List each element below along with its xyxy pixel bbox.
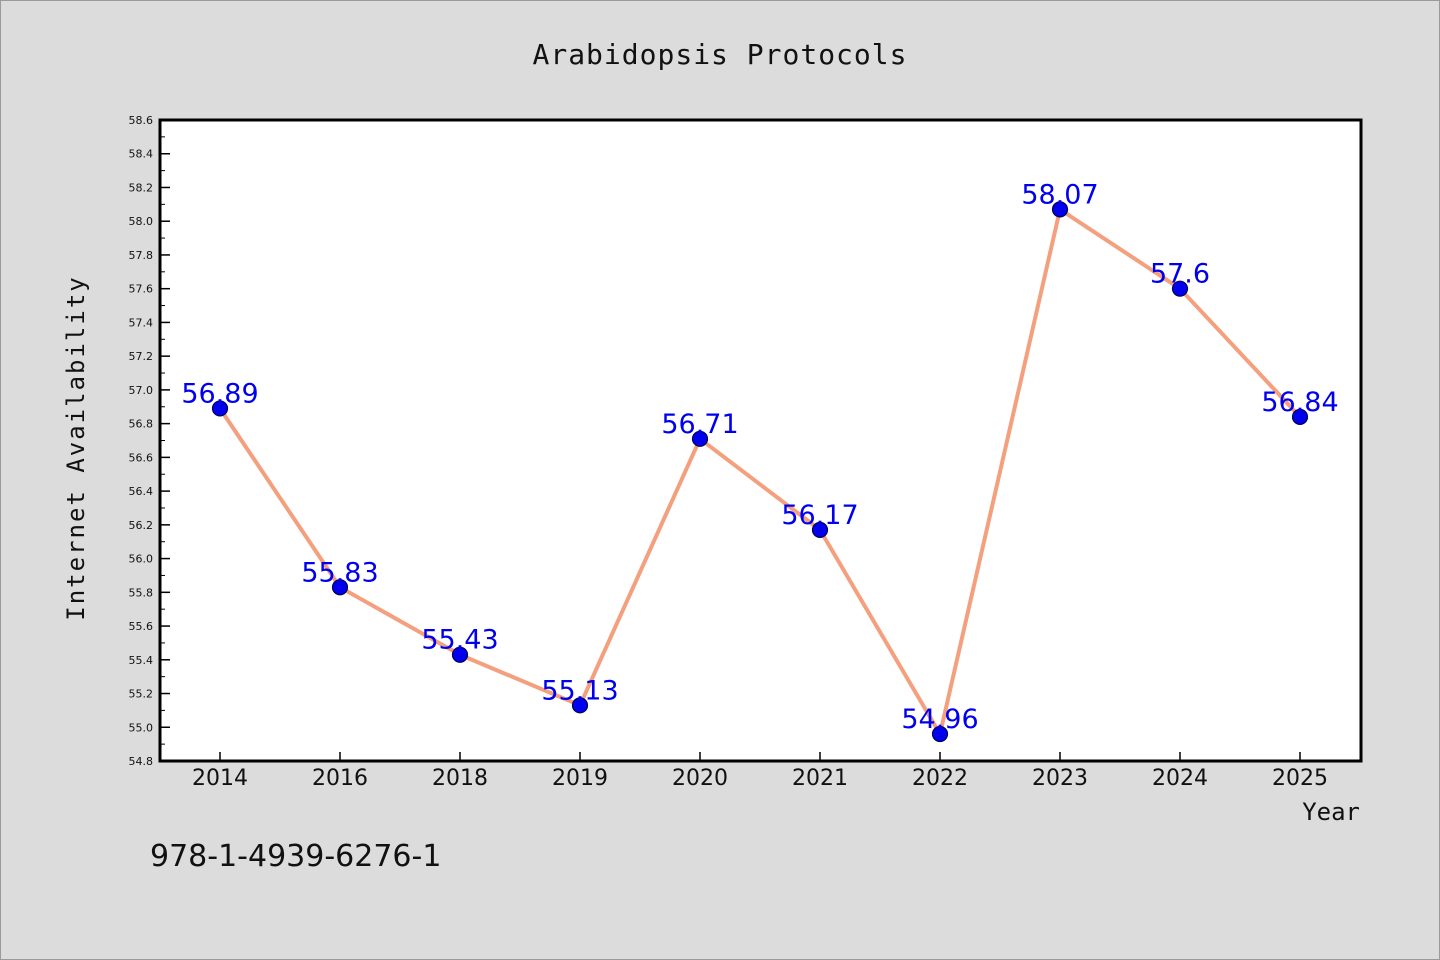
x-tick-label: 2020: [672, 766, 728, 791]
data-point: [211, 400, 229, 417]
data-label: 54.96: [901, 704, 978, 735]
plot-border: [158, 118, 1363, 763]
data-label: 56.89: [181, 378, 258, 409]
data-point: [331, 579, 349, 596]
y-tick-label: 56.8: [129, 418, 154, 431]
data-label: 56.17: [781, 500, 858, 531]
data-point: [1291, 408, 1309, 425]
x-tick-label: 2019: [552, 766, 608, 791]
data-label: 56.71: [661, 409, 738, 440]
y-tick-label: 58.6: [129, 114, 154, 127]
y-tick-label: 57.2: [129, 350, 154, 363]
x-tick-label: 2018: [432, 766, 488, 791]
x-tick-label: 2023: [1032, 766, 1088, 791]
x-tick-label: 2022: [912, 766, 968, 791]
data-label: 58.07: [1021, 179, 1098, 210]
data-points: [211, 201, 1309, 743]
plot-area: [160, 120, 1361, 761]
x-tick-label: 2014: [192, 766, 248, 791]
y-tick-label: 58.0: [129, 215, 154, 228]
y-tick-label: 55.8: [129, 586, 154, 599]
data-labels: 56.89 55.83 55.43 55.13 56.71 56.17 54.96 58.07…: [181, 179, 1338, 735]
data-point: [1171, 280, 1189, 297]
y-tick-label: 55.2: [129, 688, 154, 701]
y-tick-label: 56.6: [129, 451, 154, 464]
data-label: 55.83: [301, 557, 378, 588]
data-point: [691, 430, 709, 447]
data-label: 56.84: [1261, 387, 1338, 418]
y-tick-label: 55.0: [129, 721, 154, 734]
y-tick-label: 58.2: [129, 181, 154, 194]
x-axis-ticks: 2014 2016 2018 2019 2020 2021 2022 2023 2024 2025: [192, 752, 1328, 791]
y-tick-label: 55.4: [129, 654, 154, 667]
y-tick-label: 56.2: [129, 519, 154, 532]
data-point: [571, 697, 589, 714]
y-tick-label: 56.0: [129, 553, 154, 566]
y-tick-label: 54.8: [129, 755, 154, 768]
isbn-text: 978-1-4939-6276-1: [150, 839, 441, 874]
y-tick-label: 57.0: [129, 384, 154, 397]
data-point: [451, 646, 469, 663]
y-tick-label: 57.4: [129, 316, 154, 329]
y-axis-label: Internet Availability: [62, 275, 90, 620]
data-label: 55.43: [421, 625, 498, 656]
x-tick-label: 2025: [1272, 766, 1328, 791]
x-tick-label: 2016: [312, 766, 368, 791]
x-tick-label: 2021: [792, 766, 848, 791]
data-point: [931, 725, 949, 743]
data-point: [811, 521, 829, 539]
data-label: 57.6: [1150, 259, 1210, 290]
y-tick-label: 55.6: [129, 620, 154, 633]
data-point: [1051, 201, 1069, 218]
series-line: [218, 207, 1302, 737]
y-tick-label: 58.4: [129, 148, 154, 161]
y-tick-label: 56.4: [129, 485, 154, 498]
x-axis-label: Year: [1302, 798, 1360, 826]
y-axis-ticks: 54.8 55.0 55.2 55.4 55.6 55.8 56.0 56.2 56.4 56.6…: [129, 114, 170, 768]
y-tick-label: 57.8: [129, 249, 154, 262]
y-tick-label: 57.6: [129, 283, 154, 296]
chart-title: Arabidopsis Protocols: [532, 38, 907, 71]
x-tick-label: 2024: [1152, 766, 1208, 791]
data-label: 55.13: [541, 675, 618, 706]
